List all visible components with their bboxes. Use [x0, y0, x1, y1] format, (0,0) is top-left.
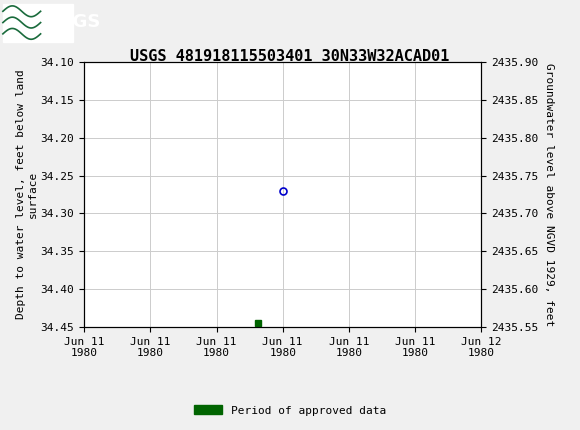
Legend: Period of approved data: Period of approved data [190, 401, 390, 420]
Y-axis label: Groundwater level above NGVD 1929, feet: Groundwater level above NGVD 1929, feet [544, 63, 554, 326]
Text: USGS 481918115503401 30N33W32ACAD01: USGS 481918115503401 30N33W32ACAD01 [130, 49, 450, 64]
Text: USGS: USGS [45, 12, 100, 31]
FancyBboxPatch shape [3, 3, 72, 42]
Y-axis label: Depth to water level, feet below land
surface: Depth to water level, feet below land su… [16, 70, 38, 319]
